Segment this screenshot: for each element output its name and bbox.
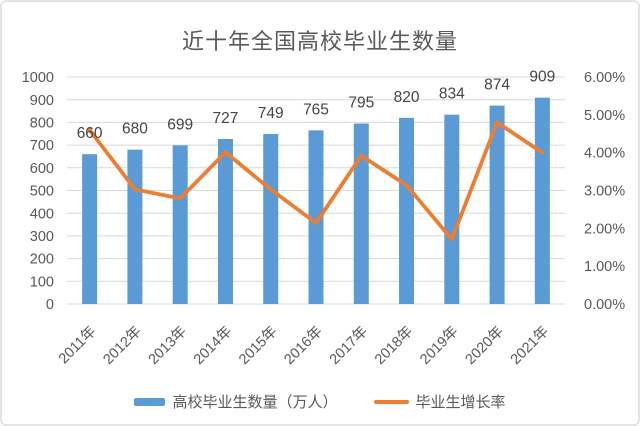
x-axis-label: 2012年 <box>100 323 145 368</box>
legend-label-graduates: 高校毕业生数量（万人） <box>172 394 338 411</box>
chart-legend: 高校毕业生数量（万人） 毕业生增长率 <box>2 391 638 412</box>
right-axis-tick-label: 4.00% <box>584 146 625 162</box>
right-axis-tick-labels: 0.00% 1.00% 2.00% 3.00% 4.00% 5.00% 6.00% <box>584 70 625 313</box>
growth-rate-line <box>87 120 545 242</box>
left-axis-tick-label: 0 <box>46 297 54 313</box>
bar-value-label: 765 <box>303 101 329 118</box>
line-series-swatch-icon <box>373 399 409 404</box>
right-axis-tick-label: 1.00% <box>584 259 625 275</box>
left-axis-tick-labels: 0 100 200 300 400 500 600 700 800 900 1000 <box>22 70 54 313</box>
right-axis-tick-label: 2.00% <box>584 221 625 237</box>
bar-2018年 <box>399 117 415 304</box>
x-axis-label: 2017年 <box>326 323 371 368</box>
bar-2019年 <box>444 114 460 304</box>
bar-2015年 <box>263 133 279 304</box>
legend-label-growth-rate: 毕业生增长率 <box>415 394 506 411</box>
bar-value-label: 874 <box>484 77 510 94</box>
bar-2017年 <box>353 123 369 304</box>
bar-series-graduates <box>82 97 550 305</box>
left-axis-tick-label: 900 <box>30 93 54 109</box>
x-axis-label: 2020年 <box>462 323 507 368</box>
bar-2021年 <box>534 97 550 304</box>
left-axis-tick-label: 600 <box>30 161 54 177</box>
bar-2012年 <box>127 149 143 304</box>
bar-2013年 <box>172 145 188 304</box>
left-axis-tick-label: 800 <box>30 115 54 131</box>
bar-2020年 <box>489 105 505 305</box>
left-axis-tick-label: 300 <box>30 229 54 245</box>
legend-item-graduates: 高校毕业生数量（万人） <box>134 391 338 412</box>
bar-value-labels: 660 680 699 727 749 765 795 820 834 874 909 <box>77 69 556 143</box>
x-axis-label: 2014年 <box>190 323 235 368</box>
right-axis-tick-label: 3.00% <box>584 184 625 200</box>
bar-value-label: 749 <box>258 105 284 122</box>
bar-2014年 <box>217 138 233 304</box>
left-axis-tick-label: 200 <box>30 252 54 268</box>
x-axis-label: 2015年 <box>235 323 280 368</box>
right-axis-tick-label: 6.00% <box>584 70 625 86</box>
left-axis-tick-label: 500 <box>30 184 54 200</box>
left-axis-tick-label: 400 <box>30 206 54 222</box>
bar-value-label: 660 <box>77 125 103 142</box>
legend-item-growth-rate: 毕业生增长率 <box>373 391 506 412</box>
x-axis-label: 2018年 <box>371 323 416 368</box>
bar-series-swatch-icon <box>134 397 166 406</box>
left-axis-tick-label: 1000 <box>22 70 54 86</box>
bar-value-label: 909 <box>529 69 555 86</box>
bar-2011年 <box>82 154 98 304</box>
x-axis-label: 2021年 <box>507 323 552 368</box>
left-axis-tick-label: 100 <box>30 274 54 290</box>
left-axis-tick-label: 700 <box>30 138 54 154</box>
bar-value-label: 699 <box>167 116 193 133</box>
right-axis-tick-label: 5.00% <box>584 108 625 124</box>
bar-value-label: 795 <box>348 95 374 112</box>
bar-value-label: 834 <box>439 86 465 103</box>
x-axis-label: 2013年 <box>145 323 190 368</box>
bar-2016年 <box>308 130 324 304</box>
bar-value-label: 727 <box>213 110 239 127</box>
x-axis-label: 2011年 <box>55 323 99 367</box>
bar-value-label: 680 <box>122 121 148 138</box>
x-axis-category-labels: 2011年 2012年 2013年 2014年 2015年 2016年 2017年 2018年… <box>55 323 552 368</box>
x-axis-label: 2016年 <box>281 323 326 368</box>
right-axis-tick-label: 0.00% <box>584 297 625 313</box>
bar-value-label: 820 <box>394 89 420 106</box>
x-axis-label: 2019年 <box>417 323 462 368</box>
